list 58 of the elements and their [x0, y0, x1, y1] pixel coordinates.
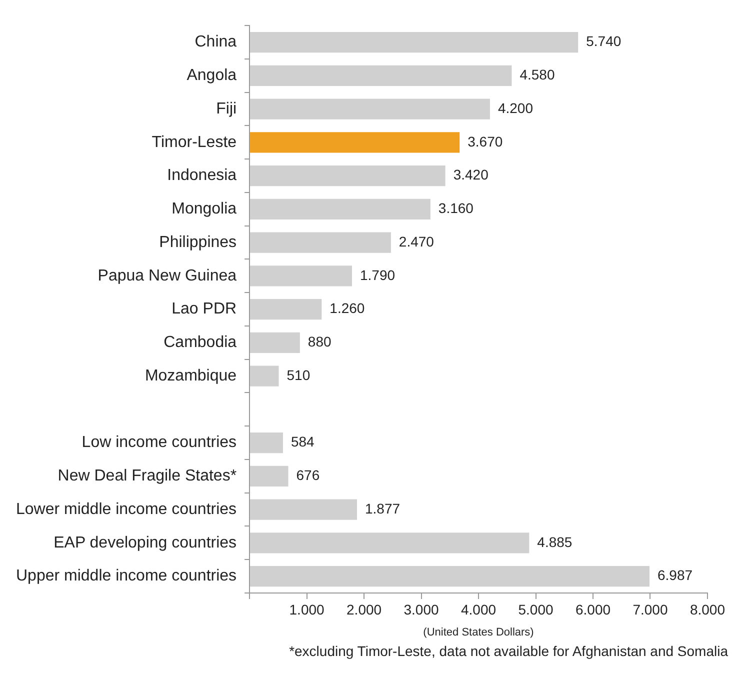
bar — [250, 566, 650, 587]
y-tick-label: New Deal Fragile States* — [58, 468, 237, 485]
data-label: 880 — [308, 334, 332, 350]
bar — [250, 165, 446, 186]
data-label: 584 — [290, 434, 315, 450]
data-label: 676 — [296, 467, 320, 484]
bar — [250, 266, 352, 286]
y-tick-label: China — [194, 34, 237, 51]
y-tick-label: Upper middle income countries — [16, 568, 237, 585]
data-label: 4.580 — [520, 66, 555, 83]
bar — [250, 432, 283, 454]
data-label: 510 — [286, 366, 310, 383]
bar — [250, 499, 357, 520]
x-tick-label: 2.000 — [346, 601, 382, 618]
bar — [250, 98, 490, 120]
y-tick-label: Mongolia — [172, 200, 237, 218]
bar — [250, 32, 578, 53]
x-tick-label: 3.000 — [404, 601, 439, 618]
y-tick-label: Papua New Guinea — [98, 267, 237, 284]
bar — [250, 232, 391, 253]
y-tick-label: Low income countries — [82, 434, 237, 452]
bar — [250, 532, 530, 554]
x-tick-label: 7.000 — [632, 601, 668, 618]
data-label: 1.260 — [330, 300, 365, 316]
data-label: 1.790 — [360, 266, 396, 283]
y-tick-label: Mozambique — [144, 367, 237, 384]
data-label: 3.420 — [453, 166, 489, 183]
y-tick-label: Lao PDR — [172, 300, 237, 318]
y-tick-label: EAP developing countries — [54, 534, 237, 552]
y-tick-label: Cambodia — [164, 334, 237, 352]
x-axis-title: (United States Dollars) — [423, 626, 534, 638]
data-label: 3.670 — [468, 133, 503, 150]
data-label: 4.200 — [498, 100, 534, 116]
y-tick-label: Timor-Leste — [152, 134, 237, 151]
data-label: 2.470 — [398, 233, 434, 250]
y-tick-label: Lower middle income countries — [16, 500, 237, 518]
bar — [250, 332, 300, 354]
data-label: 6.987 — [657, 567, 693, 584]
bar — [250, 198, 430, 220]
data-label: 1.877 — [364, 500, 400, 516]
x-tick-label: 6.000 — [575, 601, 611, 618]
text: *excluding Timor-Leste, data not available for Afghanistan and Somalia — [288, 643, 728, 659]
bar — [250, 366, 279, 386]
y-tick-label: Angola — [186, 67, 237, 84]
x-tick-label: 4.000 — [460, 601, 496, 618]
data-label: 4.885 — [537, 534, 572, 550]
y-tick-label: Indonesia — [167, 167, 237, 184]
bar — [250, 65, 512, 86]
bar — [250, 132, 460, 153]
data-label: 5.740 — [586, 33, 622, 50]
x-tick-label: 1.000 — [289, 601, 325, 618]
x-tick-label: 5.000 — [518, 601, 554, 618]
bar — [250, 298, 322, 320]
y-tick-label: Philippines — [159, 234, 237, 251]
x-tick-label: 8.000 — [690, 601, 726, 618]
bar — [250, 466, 288, 487]
y-tick-label: Fiji — [216, 100, 237, 118]
data-label: 3.160 — [438, 200, 474, 216]
